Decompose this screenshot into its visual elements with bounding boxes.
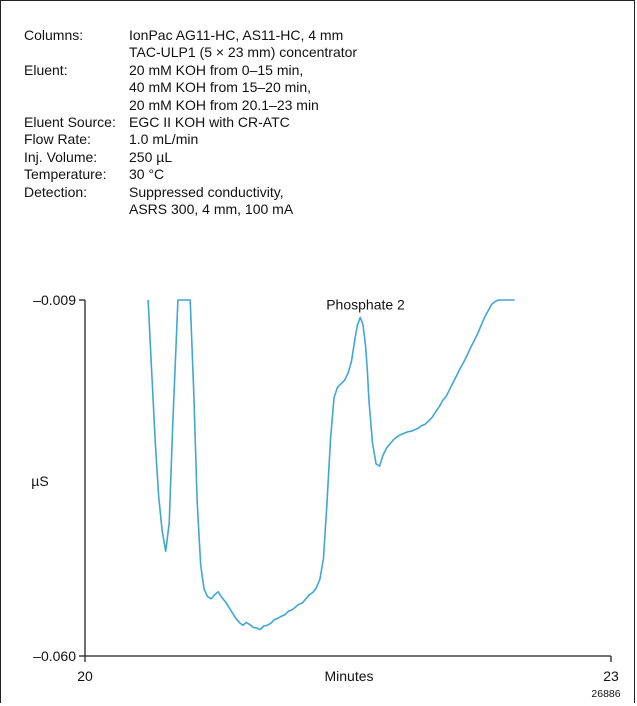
x-axis-label: Minutes — [324, 668, 373, 684]
condition-row: Inj. Volume: 250 µL — [24, 149, 357, 166]
condition-value: 1.0 mL/min — [129, 131, 199, 148]
condition-values: 1.0 mL/min — [129, 131, 198, 148]
condition-values: 250 µL — [129, 149, 172, 166]
condition-label: Temperature: — [24, 166, 107, 183]
x-tick-label: 20 — [77, 668, 93, 684]
condition-label: Eluent Source: — [24, 114, 116, 131]
condition-label: Columns: — [24, 27, 84, 43]
condition-label: Flow Rate: — [24, 131, 91, 148]
peak-label: Phosphate 2 — [326, 296, 405, 312]
condition-label: Inj. Volume: — [24, 148, 98, 165]
condition-value: Suppressed conductivity, — [129, 183, 284, 200]
condition-values: 30 °C — [129, 166, 164, 183]
condition-value: 20 mM KOH from 20.1–23 min — [129, 96, 319, 113]
condition-row: Temperature: 30 °C — [24, 166, 357, 183]
condition-value: 30 °C — [129, 166, 165, 183]
condition-row: Eluent: 20 mM KOH from 0–15 min, 40 mM KOH… — [24, 62, 357, 114]
conditions-block: Columns: IonPac AG11-HC, AS11-HC, 4 mm TAC… — [24, 27, 357, 218]
condition-value: 20 mM KOH from 0–15 min, — [129, 61, 304, 78]
condition-value: 250 µL — [129, 148, 173, 165]
condition-values: EGC II KOH with CR-ATC — [129, 114, 290, 131]
y-axis-label: µS — [31, 473, 48, 489]
chromatogram-trace — [147, 299, 515, 631]
condition-row: Flow Rate: 1.0 mL/min — [24, 131, 357, 148]
annotations: Phosphate 2 — [326, 296, 405, 312]
x-tick-label: 23 — [603, 668, 619, 684]
condition-value: 40 mM KOH from 15–20 min, — [129, 79, 312, 96]
condition-row: Detection: Suppressed conductivity, ASRS 3… — [24, 184, 357, 219]
condition-values: 20 mM KOH from 0–15 min, 40 mM KOH from 1… — [129, 62, 319, 114]
labels: µS Minutes 26886 — [31, 473, 620, 700]
axes — [84, 300, 611, 657]
y-tick-label: –0.060 — [33, 648, 76, 664]
condition-label: Eluent: — [24, 61, 68, 78]
condition-row: Columns: IonPac AG11-HC, AS11-HC, 4 mm TAC… — [24, 27, 357, 62]
condition-values: Suppressed conductivity, ASRS 300, 4 mm, … — [129, 184, 293, 219]
condition-values: IonPac AG11-HC, AS11-HC, 4 mm TAC-ULP1 (5… — [129, 27, 357, 62]
condition-value: EGC II KOH with CR-ATC — [129, 114, 290, 131]
condition-value: IonPac AG11-HC, AS11-HC, 4 mm — [129, 27, 344, 43]
figure-number: 26886 — [591, 688, 620, 700]
condition-row: Eluent Source: EGC II KOH with CR-ATC — [24, 114, 357, 131]
condition-value: TAC-ULP1 (5 × 23 mm) concentrator — [129, 44, 358, 61]
condition-label: Detection: — [24, 183, 88, 200]
condition-value: ASRS 300, 4 mm, 100 mA — [129, 201, 294, 218]
y-tick-label: –0.009 — [33, 292, 76, 308]
